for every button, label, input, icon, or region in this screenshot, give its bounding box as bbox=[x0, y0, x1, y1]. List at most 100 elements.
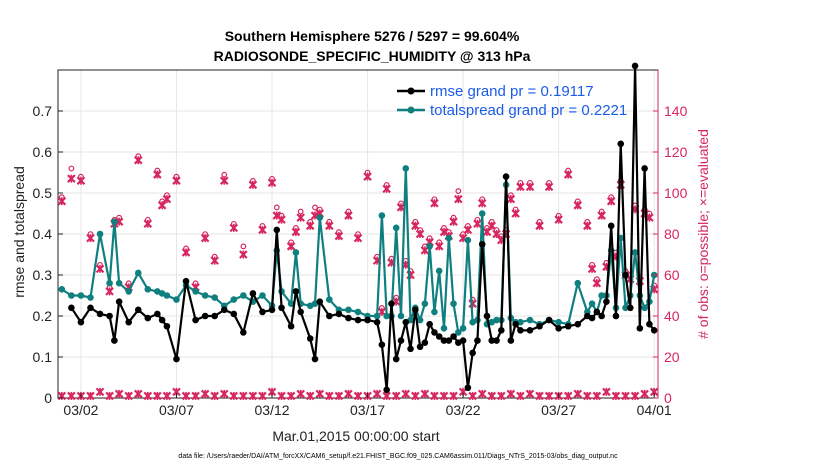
obs-possible-point bbox=[68, 165, 75, 172]
rmse-point bbox=[641, 165, 648, 172]
rmse-point bbox=[316, 298, 324, 305]
obs-evaluated-point bbox=[248, 180, 258, 190]
obs-evaluated-point bbox=[525, 182, 535, 192]
rmse-point bbox=[650, 327, 658, 334]
spread-point bbox=[416, 316, 424, 324]
rmse-point bbox=[87, 304, 94, 312]
obs-bottom-point bbox=[114, 389, 124, 399]
rmse-point bbox=[622, 271, 629, 279]
x-tick-label: 03/17 bbox=[350, 402, 385, 418]
obs-evaluated-point bbox=[544, 182, 554, 192]
obs-evaluated-point bbox=[296, 213, 305, 222]
obs-possible-point bbox=[273, 204, 280, 211]
obs-bottom-point bbox=[296, 389, 305, 399]
x-tick-label: 03/07 bbox=[159, 402, 194, 418]
obs-evaluated-point bbox=[153, 170, 162, 179]
obs-possible-point bbox=[455, 188, 462, 194]
obs-bottom-point bbox=[391, 391, 401, 401]
rmse-point bbox=[268, 306, 276, 314]
x-tick-label: 03/02 bbox=[63, 402, 98, 418]
rmse-point bbox=[474, 337, 481, 344]
obs-evaluated-point bbox=[291, 227, 301, 237]
obs-bottom-point bbox=[133, 389, 143, 399]
obs-evaluated-point bbox=[67, 174, 76, 183]
spread-point bbox=[163, 292, 171, 299]
rmse-point bbox=[536, 322, 543, 330]
obs-bottom-point bbox=[602, 387, 611, 397]
obs-bottom-point bbox=[229, 391, 239, 401]
spread-point bbox=[397, 312, 405, 320]
spread-point bbox=[192, 288, 199, 295]
obs-evaluated-point bbox=[353, 233, 363, 243]
rmse-point bbox=[154, 310, 161, 318]
rmse-point bbox=[373, 318, 381, 326]
y-right-tick-label: 20 bbox=[664, 349, 680, 365]
obs-bottom-point bbox=[630, 391, 640, 401]
obs-possible-point bbox=[312, 204, 318, 211]
y-tick-label: 0.7 bbox=[33, 103, 53, 119]
obs-bottom-point bbox=[563, 391, 573, 401]
obs-bottom-point bbox=[439, 391, 449, 401]
spread-point bbox=[111, 218, 118, 225]
obs-bottom-point bbox=[430, 391, 439, 401]
rmse-point bbox=[421, 339, 429, 346]
spread-point bbox=[402, 165, 410, 172]
obs-evaluated-point bbox=[172, 176, 181, 185]
rmse-point bbox=[607, 222, 615, 230]
rmse-point bbox=[416, 343, 424, 351]
spread-point bbox=[96, 230, 104, 238]
rmse-point bbox=[364, 316, 371, 324]
rmse-point bbox=[134, 306, 142, 314]
obs-bottom-point bbox=[239, 391, 248, 401]
obs-evaluated-point bbox=[229, 223, 239, 233]
rmse-point bbox=[412, 306, 419, 314]
legend-rmse-marker bbox=[407, 87, 415, 95]
y-right-tick-label: 80 bbox=[664, 226, 680, 242]
obs-evaluated-point bbox=[597, 211, 606, 220]
obs-evaluated-point bbox=[434, 242, 444, 251]
obs-evaluated-point bbox=[587, 264, 597, 274]
y-tick-label: 0 bbox=[44, 390, 52, 406]
spread-point bbox=[450, 300, 457, 308]
obs-bottom-point bbox=[401, 389, 411, 399]
rmse-point bbox=[335, 310, 343, 318]
rmse-point bbox=[593, 308, 601, 316]
rmse-point bbox=[240, 329, 247, 336]
rmse-point bbox=[588, 314, 596, 322]
obs-bottom-point bbox=[315, 389, 325, 399]
obs-bottom-point bbox=[162, 391, 172, 401]
rmse-point bbox=[158, 316, 166, 324]
rmse-point bbox=[345, 314, 352, 322]
obs-evaluated-point bbox=[86, 233, 95, 243]
obs-evaluated-point bbox=[210, 256, 219, 265]
obs-evaluated-point bbox=[143, 219, 153, 229]
y-axis-label: rmse and totalspread bbox=[11, 166, 27, 298]
spread-point bbox=[201, 292, 209, 299]
rmse-point bbox=[292, 288, 300, 295]
obs-bottom-point bbox=[95, 387, 105, 397]
obs-bottom-point bbox=[344, 389, 353, 399]
rmse-point bbox=[278, 304, 285, 312]
y-tick-label: 0.1 bbox=[33, 349, 53, 365]
obs-bottom-point bbox=[181, 391, 191, 401]
rmse-point bbox=[211, 312, 218, 320]
obs-evaluated-point bbox=[592, 278, 602, 288]
rmse-point bbox=[388, 300, 395, 308]
rmse-point bbox=[383, 386, 390, 394]
obs-evaluated-point bbox=[506, 194, 516, 204]
spread-point bbox=[383, 312, 390, 320]
spread-point bbox=[125, 288, 133, 295]
spread-point bbox=[421, 300, 429, 308]
obs-bottom-point bbox=[477, 389, 487, 399]
obs-evaluated-point bbox=[57, 196, 67, 206]
rmse-point bbox=[483, 312, 491, 320]
obs-bottom-point bbox=[506, 389, 516, 399]
obs-bottom-point bbox=[583, 391, 592, 401]
obs-evaluated-point bbox=[396, 203, 406, 212]
x-axis-label: Mar.01,2015 00:00:00 start bbox=[272, 428, 439, 444]
y-right-tick-label: 60 bbox=[664, 267, 680, 283]
rmse-point bbox=[311, 355, 319, 363]
rmse-point bbox=[526, 327, 534, 334]
obs-bottom-point bbox=[372, 389, 382, 399]
